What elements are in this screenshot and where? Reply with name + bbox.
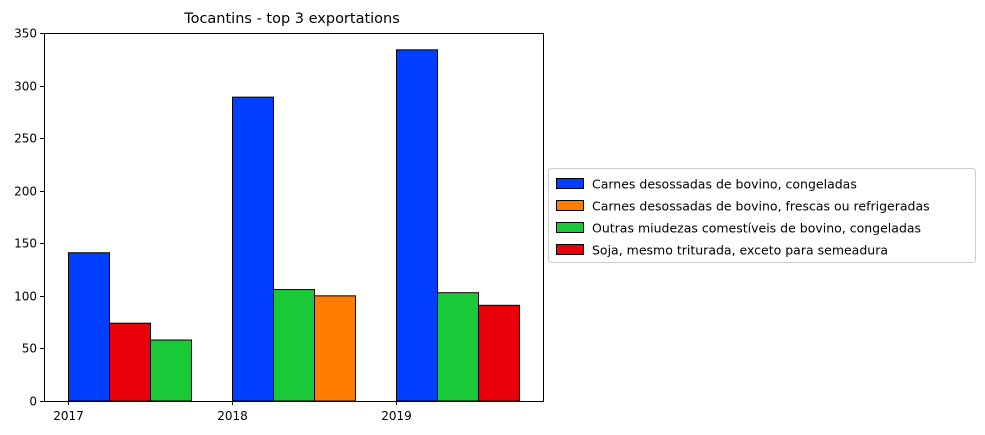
legend-swatch bbox=[556, 178, 584, 189]
y-tick-label: 200 bbox=[14, 185, 37, 199]
y-tick-label: 350 bbox=[14, 27, 37, 41]
legend-box bbox=[548, 168, 976, 263]
bar-2018-outras-miudezas-comestiveis-de-bovino-co bbox=[273, 289, 315, 402]
bar-2019-soja-mesmo-triturada-exceto-para-semeadu bbox=[478, 304, 520, 402]
legend-swatch bbox=[556, 244, 584, 255]
bar-2017-soja-mesmo-triturada-exceto-para-semeadu bbox=[109, 322, 151, 402]
x-tick-label: 2018 bbox=[217, 409, 248, 423]
y-tick-label: 0 bbox=[29, 395, 37, 409]
bar-2018-carnes-desossadas-de-bovino-congeladas bbox=[232, 96, 274, 402]
bar-2019-carnes-desossadas-de-bovino-congeladas bbox=[396, 49, 438, 402]
y-tick-label: 100 bbox=[14, 290, 37, 304]
legend-label: Soja, mesmo triturada, exceto para semea… bbox=[592, 243, 888, 258]
axes-layer: 0 50 100 150 200 250 300 350 2017 2018 2019 bbox=[14, 27, 544, 423]
x-tick-label: 2017 bbox=[53, 409, 84, 423]
bar-2019-outras-miudezas-comestiveis-de-bovino-co bbox=[437, 292, 479, 402]
legend-label: Carnes desossadas de bovino, congeladas bbox=[592, 177, 857, 192]
bars-layer bbox=[68, 49, 520, 402]
chart-title: Tocantins - top 3 exportations bbox=[183, 11, 400, 27]
x-tick-label: 2019 bbox=[381, 409, 412, 423]
bar-2017-outras-miudezas-comestiveis-de-bovino-co bbox=[150, 339, 192, 402]
legend-label: Outras miudezas comestíveis de bovino, c… bbox=[592, 221, 921, 236]
y-tick-label: 150 bbox=[14, 237, 37, 251]
legend: Carnes desossadas de bovino, congeladas C… bbox=[548, 168, 976, 263]
legend-swatch bbox=[556, 200, 584, 211]
y-tick-label: 50 bbox=[22, 342, 37, 356]
legend-label: Carnes desossadas de bovino, frescas ou … bbox=[592, 199, 930, 214]
bar-2018-carnes-desossadas-de-bovino-frescas-ou-r bbox=[314, 295, 356, 402]
y-tick-label: 250 bbox=[14, 132, 37, 146]
bar-2017-carnes-desossadas-de-bovino-congeladas bbox=[68, 252, 110, 402]
plot-frame bbox=[44, 33, 544, 402]
y-tick-label: 300 bbox=[14, 80, 37, 94]
legend-swatch bbox=[556, 222, 584, 233]
